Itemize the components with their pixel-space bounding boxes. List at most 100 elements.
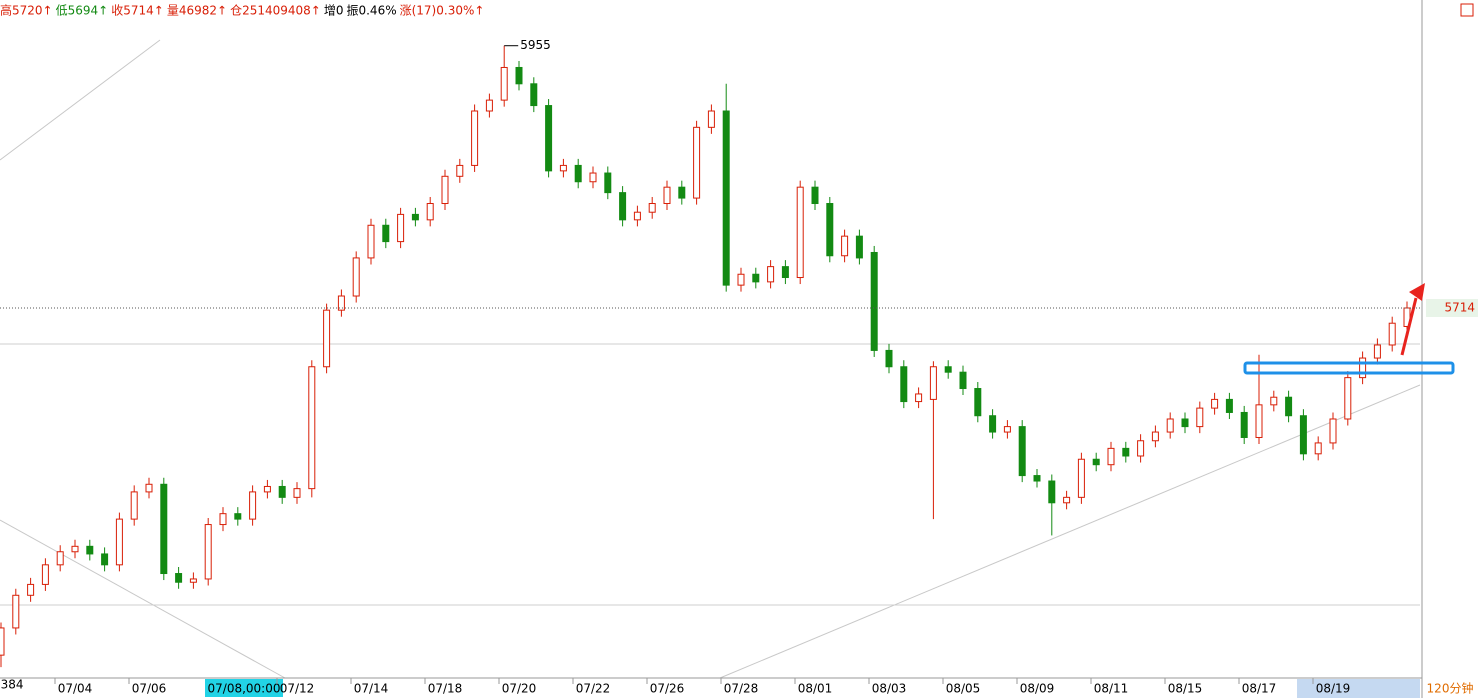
x-tick-label: 08/19 [1316,682,1351,696]
candle-body [204,524,212,580]
candle-body [826,203,834,257]
candle-body [411,213,419,221]
candle-body [278,485,286,498]
candle-body [1063,496,1071,504]
candle-body [811,186,819,205]
x-tick-label: 07/28 [724,682,759,696]
high-label: 5955 [520,38,551,52]
candle-body [1344,377,1352,420]
candle-body [71,545,79,553]
last-price-bg [1426,298,1478,317]
candle-body [500,66,508,101]
candle-body [515,66,523,85]
candle-body [737,273,745,286]
candle-body [1137,440,1145,457]
candle-body [382,224,390,243]
candle-body [130,491,138,520]
candle-body [485,99,493,112]
candle-body [293,488,301,498]
candle-body [56,551,64,566]
candle-body [1359,357,1367,379]
candle-body [1373,344,1381,359]
candle-body [263,485,271,493]
x-tick-label: 08/15 [1168,682,1203,696]
candle-body [1181,418,1189,428]
candle-body [1018,426,1026,477]
candle-body [767,266,775,283]
candle-body [929,366,937,400]
candle-body [1107,447,1115,466]
candle-body [633,211,641,221]
candle-body [1225,398,1233,413]
candle-body [101,553,109,566]
header-item: 低5694↑ [56,4,109,18]
crosshair-label-bg [205,679,283,697]
candle-body [1211,398,1219,409]
candle-body [41,564,49,585]
candle-body [870,251,878,351]
candle-body [1033,475,1041,482]
candle-body [1285,396,1293,417]
candle-body [1240,411,1248,438]
candle-body [648,203,656,213]
candle-body [367,224,375,259]
candle-body [1388,322,1396,346]
candle-body [959,371,967,390]
candle-body [678,186,686,199]
candle-body [1077,458,1085,498]
header-item: 振0.46% [346,4,396,18]
last-price-label: 5714 [1444,300,1475,314]
candle-body [115,518,123,566]
candle-body [441,175,449,205]
candle-body [1122,447,1130,457]
candle-body [545,105,553,172]
candle-body [841,235,849,257]
candle-body [352,257,360,297]
candle-body [855,235,863,259]
candle-body [12,594,20,629]
period-label: 120分钟 [1427,681,1474,696]
candle-body [989,415,997,433]
candle-body [900,366,908,403]
trend-line [0,39,161,161]
candle-body [249,491,257,520]
candle-body [604,172,612,194]
candle-body [1196,407,1204,428]
candle-body [426,203,434,221]
candle-body [885,349,893,368]
x-tick-label: 07/14 [354,682,389,696]
candle-body [1003,426,1011,433]
candle-body [471,110,479,166]
x-tick-label: 08/05 [946,682,981,696]
header-item: 仓251409408↑ [230,4,321,18]
candle-body [1255,404,1263,438]
x-tick-label: 08/17 [1242,682,1277,696]
candle-body [559,164,567,172]
candles [0,45,1411,668]
highlight-box [1243,361,1455,375]
x-tick-label: 08/11 [1094,682,1129,696]
candle-body [944,366,952,373]
candle-body [663,186,671,205]
candle-body [752,273,760,283]
candle-body [1151,431,1159,442]
x-tick-label: 07/12 [280,682,315,696]
candle-body [1329,418,1337,444]
x-tick-label: 07/06 [132,682,167,696]
candle-body [1092,458,1100,466]
candle-body [574,164,582,183]
candle-body [160,483,168,575]
arrow-head [1409,283,1425,301]
x-tick-label: 08/01 [798,682,833,696]
x-tick-label: 07/26 [650,682,685,696]
candle-body [27,583,35,596]
candle-body [1270,396,1278,406]
candle-body [397,213,405,243]
candle-body [1166,418,1174,433]
header: 高5720↑ 低5694↑ 收5714↑ 量46982↑ 仓251409408↑ 增0 振0… [0,3,484,18]
window-button[interactable] [1460,3,1474,17]
candle-body [323,309,331,368]
